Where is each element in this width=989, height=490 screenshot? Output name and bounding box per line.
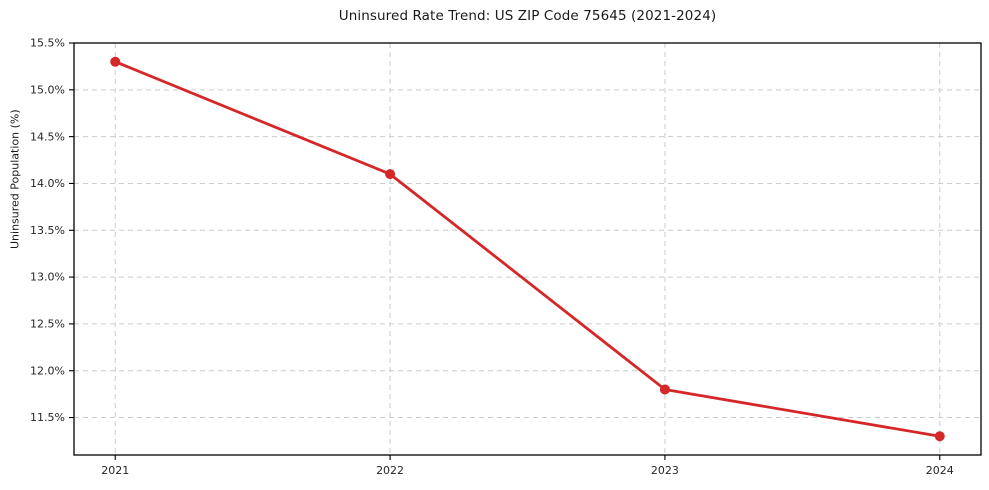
y-tick-label: 12.5% (30, 318, 65, 331)
y-tick-label: 14.5% (30, 130, 65, 143)
y-tick-label: 13.5% (30, 224, 65, 237)
chart-title: Uninsured Rate Trend: US ZIP Code 75645 … (338, 8, 717, 24)
data-point-marker (659, 384, 670, 395)
y-tick-label: 12.0% (30, 364, 65, 377)
y-tick-label: 15.5% (30, 37, 65, 50)
x-tick-label: 2024 (926, 464, 954, 477)
data-point-marker (934, 431, 945, 442)
y-tick-label: 15.0% (30, 83, 65, 96)
x-tick-label: 2021 (101, 464, 129, 477)
y-tick-label: 14.0% (30, 177, 65, 190)
data-point-marker (110, 56, 121, 67)
y-tick-label: 11.5% (30, 411, 65, 424)
x-tick-label: 2022 (376, 464, 404, 477)
data-point-marker (385, 169, 396, 180)
x-tick-label: 2023 (651, 464, 679, 477)
y-tick-label: 13.0% (30, 271, 65, 284)
trend-line (113, 60, 942, 438)
axis-spines (73, 42, 982, 456)
